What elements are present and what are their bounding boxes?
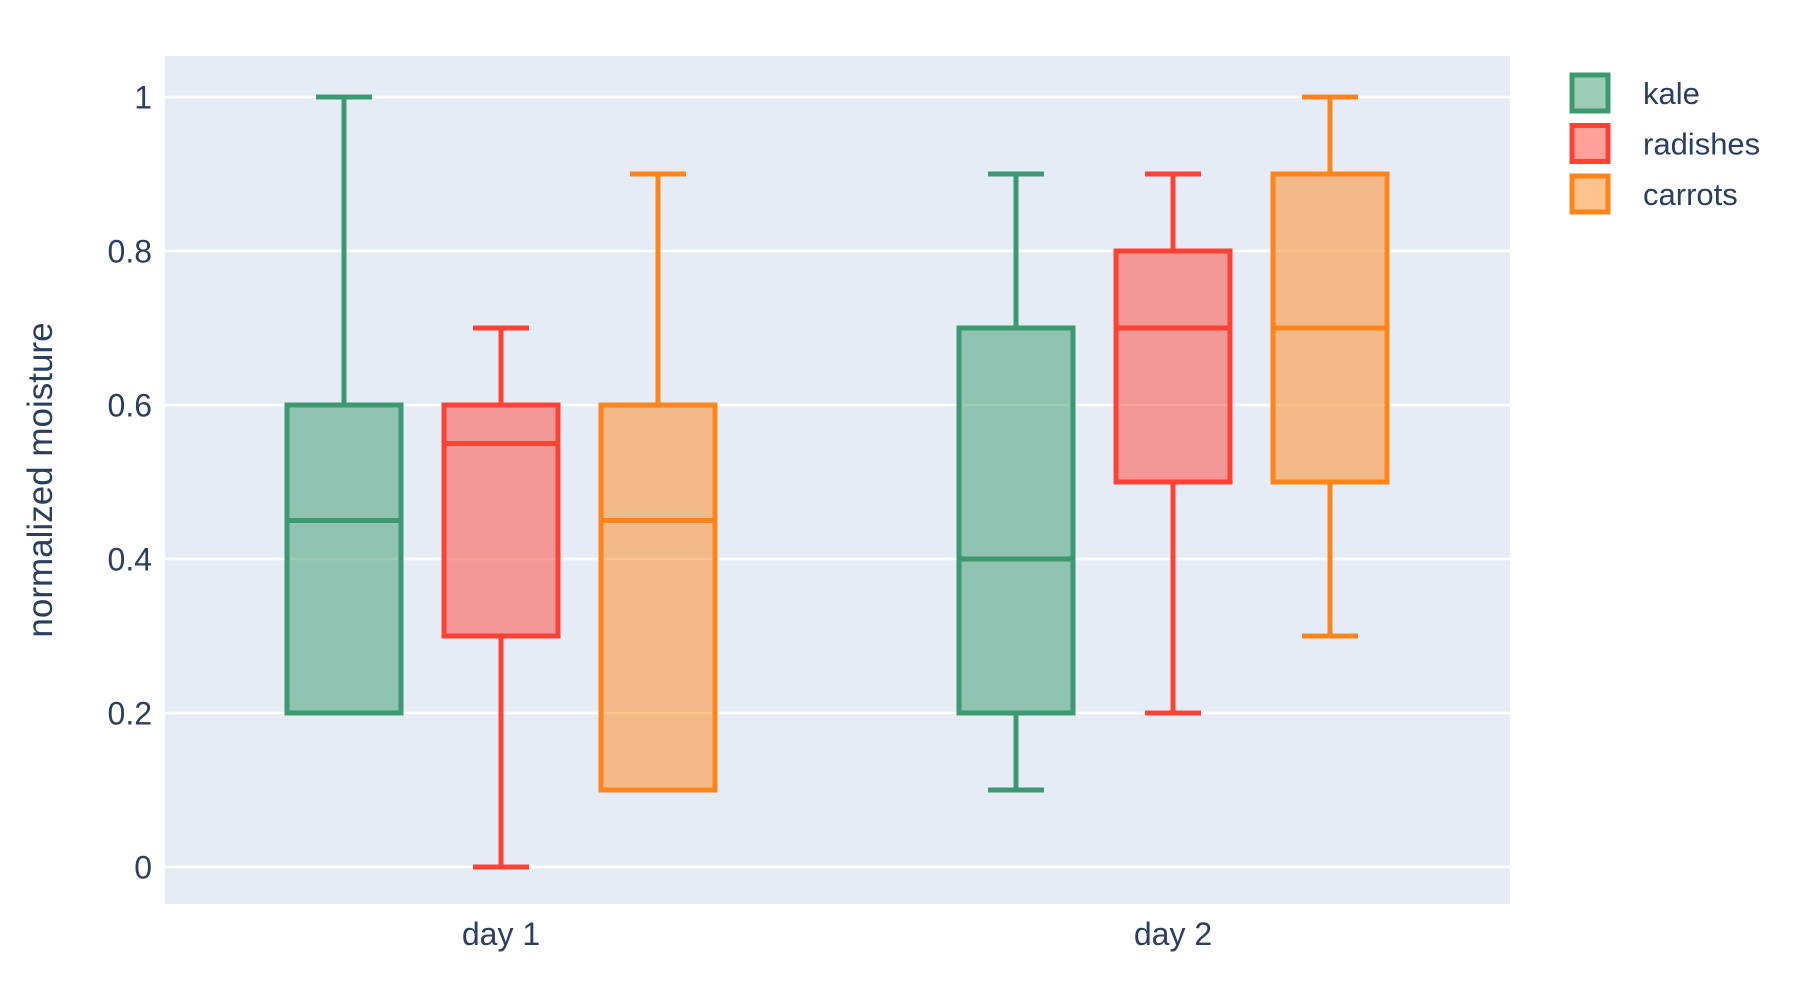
legend-swatch-kale [1569, 72, 1611, 114]
y-tick-label: 0 [134, 850, 152, 886]
box-traces [284, 94, 1390, 870]
legend-swatch-carrots [1569, 173, 1611, 215]
y-tick-label: 0.2 [108, 696, 152, 732]
legend-swatch-radishes [1569, 123, 1611, 164]
iqr-box [598, 402, 718, 793]
y-tick-label: 0.8 [108, 234, 152, 270]
iqr-box [441, 402, 561, 639]
legend-label: radishes [1643, 127, 1760, 162]
legend-item-carrots[interactable]: carrots [1569, 173, 1738, 215]
legend-item-kale[interactable]: kale [1569, 72, 1700, 114]
legend-item-radishes[interactable]: radishes [1569, 123, 1760, 164]
y-axis-title: normalized moisture [21, 322, 60, 637]
box-kale-day-2[interactable] [956, 171, 1076, 793]
iqr-box [956, 325, 1076, 716]
iqr-box [1113, 248, 1233, 485]
y-tick-label: 1 [134, 80, 152, 116]
legend-label: kale [1643, 76, 1700, 111]
iqr-box [284, 402, 404, 716]
box-kale-day-1[interactable] [284, 94, 404, 716]
box-carrots-day-1[interactable] [598, 171, 718, 793]
legend-label: carrots [1643, 177, 1738, 212]
y-tick-label: 0.6 [108, 388, 152, 424]
legend: kale radishes carrots [1569, 72, 1760, 215]
x-tick-label-day-1: day 1 [462, 916, 540, 952]
y-tick-label: 0.4 [108, 542, 152, 578]
x-tick-label-day-2: day 2 [1134, 916, 1212, 952]
box-radishes-day-1[interactable] [441, 325, 561, 870]
box-carrots-day-2[interactable] [1270, 94, 1390, 639]
box-radishes-day-2[interactable] [1113, 171, 1233, 716]
y-axis-tick-labels: 0 0.2 0.4 0.6 0.8 1 [108, 80, 152, 886]
